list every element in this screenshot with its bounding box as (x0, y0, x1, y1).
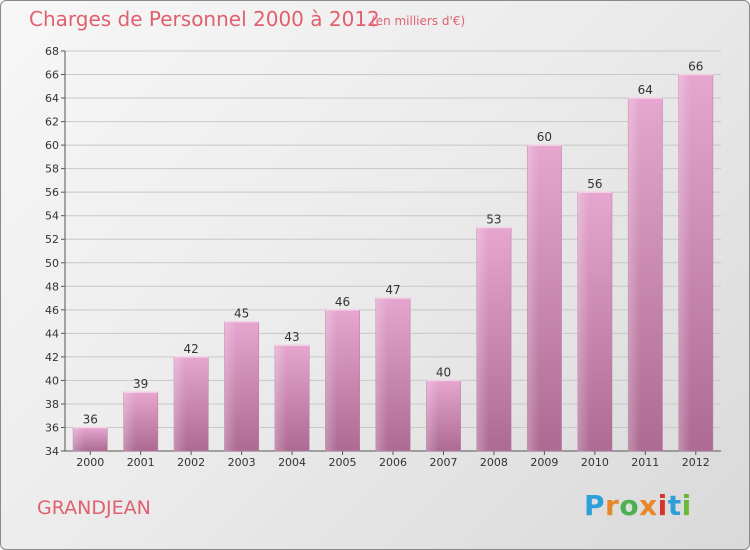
value-label: 39 (133, 377, 148, 391)
bar-highlight (628, 98, 641, 451)
commune-name: GRANDJEAN (37, 497, 151, 519)
bar-highlight (123, 392, 136, 451)
bar-highlight (476, 227, 489, 451)
y-tick-label: 48 (45, 280, 59, 293)
value-labels: 36 39 42 45 43 46 47 40 53 60 56 64 66 (83, 60, 704, 427)
value-label: 36 (83, 412, 98, 426)
x-tick-label: 2005 (329, 456, 357, 469)
y-tick-label: 38 (45, 398, 59, 411)
logo-letter: i (657, 489, 668, 522)
y-tick-label: 62 (45, 116, 59, 129)
x-tick-label: 2000 (76, 456, 104, 469)
bar-highlight (224, 321, 237, 451)
x-tick-label: 2010 (581, 456, 609, 469)
chart-subtitle: (en milliers d'€) (371, 14, 466, 28)
y-tick-label: 52 (45, 233, 59, 246)
logo-letter: o (619, 489, 640, 522)
bar-highlight (325, 309, 338, 451)
logo-letter: x (639, 489, 658, 522)
value-label: 46 (335, 295, 350, 309)
logo-letter: P (584, 489, 606, 522)
bar-highlight (527, 145, 540, 451)
value-label: 43 (284, 330, 299, 344)
value-label: 45 (234, 307, 249, 321)
y-tick-label: 40 (45, 374, 59, 387)
value-label: 60 (537, 130, 552, 144)
y-tick-label: 60 (45, 139, 59, 152)
value-label: 56 (587, 177, 602, 191)
y-tick-label: 68 (45, 45, 59, 58)
x-tick-label: 2006 (379, 456, 407, 469)
logo-letter: t (667, 489, 682, 522)
logo-letter: i (681, 489, 692, 522)
bar-highlight (274, 345, 287, 451)
x-tick-label: 2003 (228, 456, 256, 469)
y-tick-label: 44 (45, 327, 59, 340)
x-tick-label: 2007 (429, 456, 457, 469)
x-tick-label: 2002 (177, 456, 205, 469)
y-tick-label: 54 (45, 210, 59, 223)
value-label: 53 (486, 212, 501, 226)
bars (72, 73, 714, 452)
logo-letter: r (605, 489, 620, 522)
x-tick-label: 2008 (480, 456, 508, 469)
bar-highlight (426, 380, 439, 451)
value-label: 40 (436, 365, 451, 379)
proxiti-logo: Proxiti (584, 489, 692, 522)
bar-highlight (678, 74, 691, 451)
value-label: 64 (638, 83, 653, 97)
y-tick-label: 50 (45, 257, 59, 270)
chart-title: Charges de Personnel 2000 à 2012 (29, 7, 380, 31)
x-tick-label: 2009 (530, 456, 558, 469)
value-label: 42 (184, 342, 199, 356)
x-tick-label: 2001 (127, 456, 155, 469)
bar-highlight (375, 298, 388, 451)
value-label: 47 (385, 283, 400, 297)
y-tick-label: 36 (45, 421, 59, 434)
y-tick-label: 58 (45, 163, 59, 176)
x-tick-label: 2011 (631, 456, 659, 469)
y-tick-label: 64 (45, 92, 59, 105)
y-tick-label: 56 (45, 186, 59, 199)
bar-highlight (73, 427, 86, 451)
y-tick-label: 46 (45, 304, 59, 317)
y-tick-label: 66 (45, 69, 59, 82)
x-tick-label: 2004 (278, 456, 306, 469)
bar-highlight (577, 192, 590, 452)
x-tick-label: 2012 (682, 456, 710, 469)
y-tick-label: 42 (45, 351, 59, 364)
y-tick-label: 34 (45, 445, 59, 458)
bar-highlight (173, 356, 187, 451)
value-label: 66 (688, 60, 703, 74)
